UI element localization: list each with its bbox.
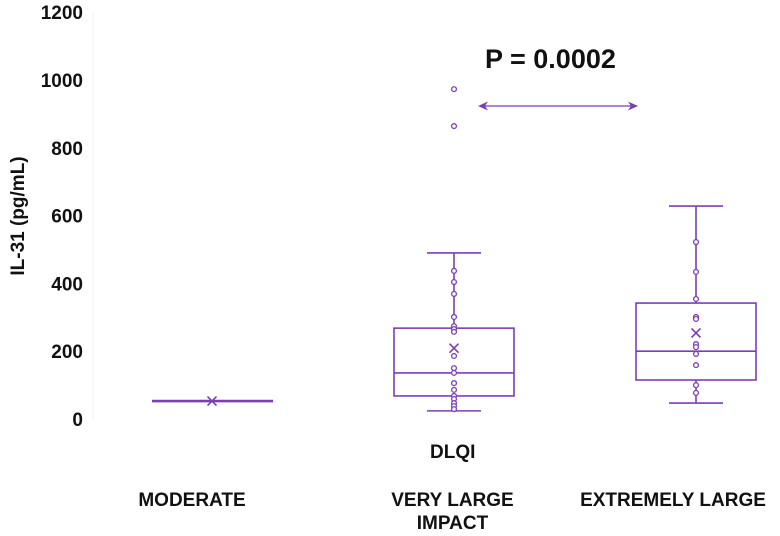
data-point — [450, 406, 458, 413]
p-value-annotation: P = 0.0002 — [485, 44, 616, 74]
x-axis-title: DLQI — [430, 442, 476, 463]
boxes — [152, 86, 757, 413]
category-text: IMPACT — [416, 513, 489, 534]
data-point — [692, 350, 700, 357]
data-point — [450, 328, 458, 335]
data-point — [692, 382, 700, 389]
y-tick-label: 1200 — [41, 3, 83, 24]
data-point — [450, 267, 458, 274]
y-tick-label: 1000 — [41, 71, 83, 92]
arrowhead-left-icon — [478, 101, 488, 111]
significance-arrow — [478, 101, 638, 111]
y-axis-label: IL-31 (pg/mL) — [8, 156, 29, 275]
data-point — [692, 295, 700, 303]
data-point — [450, 352, 458, 359]
data-point — [692, 344, 700, 351]
data-point — [450, 369, 458, 376]
data-point — [692, 315, 700, 323]
data-point — [692, 389, 700, 396]
data-point — [450, 365, 458, 372]
category-text: VERY LARGE — [391, 490, 514, 511]
mean-marker-icon — [690, 327, 702, 338]
category-label-moderate: MODERATE — [112, 489, 272, 512]
y-tick-label: 800 — [51, 139, 83, 160]
data-point — [450, 86, 458, 93]
data-point — [692, 362, 700, 369]
y-tick-label: 600 — [51, 207, 83, 228]
arrowhead-right-icon — [628, 101, 638, 111]
category-text: MODERATE — [138, 490, 246, 511]
data-point — [450, 386, 458, 393]
category-label-very-large-impact: VERY LARGE IMPACT — [370, 489, 535, 535]
mean-marker-icon — [448, 343, 460, 354]
category-text: EXTREMELY LARGE — [580, 490, 766, 511]
data-point — [692, 238, 700, 246]
data-point — [450, 123, 458, 130]
data-point — [450, 313, 458, 321]
data-point — [692, 268, 700, 275]
y-tick-label: 400 — [51, 274, 83, 295]
y-tick-label: 0 — [72, 410, 83, 431]
data-point — [450, 380, 458, 387]
box-2 — [635, 205, 757, 404]
data-point — [450, 278, 458, 286]
category-label-extremely-large: EXTREMELY LARGE — [566, 489, 780, 512]
data-point — [450, 290, 458, 297]
y-tick-label: 200 — [51, 342, 83, 363]
box-1 — [393, 86, 515, 413]
mean-marker-icon — [206, 395, 218, 407]
y-axis-ticks: 0 200 400 600 800 1000 1200 — [41, 3, 83, 431]
box-0 — [152, 395, 273, 407]
